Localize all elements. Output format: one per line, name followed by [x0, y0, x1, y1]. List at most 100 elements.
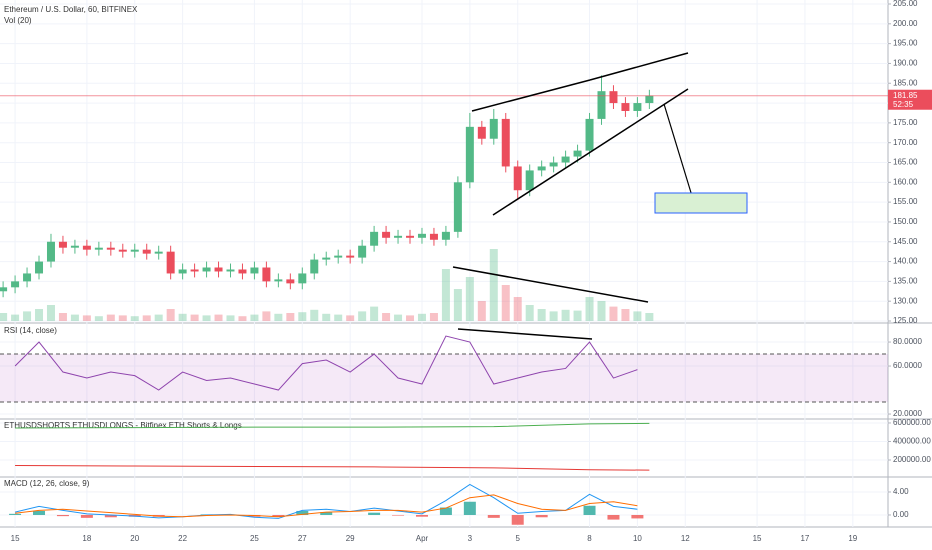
volume-bar [178, 313, 187, 321]
candle-body [585, 118, 594, 151]
countdown-label: 52:35 [893, 100, 914, 109]
volume-bar [621, 309, 630, 321]
volume-bar [477, 301, 486, 321]
volume-bar [334, 314, 343, 321]
candle-body [394, 235, 403, 238]
trend-line [471, 79, 591, 112]
x-tick-label: 20 [130, 534, 139, 543]
volume-bar [202, 315, 211, 321]
candle-body [23, 273, 32, 282]
volume-bar [11, 314, 20, 321]
candle-body [609, 91, 618, 104]
volume-bar [310, 309, 319, 321]
histogram-bar [33, 510, 46, 515]
candle-body [82, 245, 91, 250]
x-tick-label: 18 [82, 534, 91, 543]
y-tick-label: 600000.00 [893, 418, 931, 427]
volume-bar [46, 305, 55, 321]
candle-body [513, 166, 522, 191]
y-tick-label: 0.00 [893, 510, 909, 519]
y-tick-label: 205.00 [893, 0, 918, 8]
candle-body [537, 166, 546, 171]
candle-body [154, 251, 163, 254]
volume-bar [382, 313, 391, 321]
candle-body [106, 247, 115, 250]
candle-body [226, 269, 235, 272]
volume-bar [286, 313, 295, 321]
candle-body [310, 259, 319, 274]
volume-bar [166, 309, 175, 321]
volume-bar [58, 313, 67, 321]
candle-body [274, 279, 283, 282]
candle-body [417, 233, 426, 238]
volume-bar [214, 314, 223, 321]
indicator-line [15, 465, 650, 471]
candle-body [561, 156, 570, 163]
pane-title: RSI (14, close) [4, 326, 57, 335]
y-tick-label: 160.00 [893, 177, 918, 186]
volume-bar [298, 312, 307, 321]
y-tick-label: 125.00 [893, 316, 918, 325]
x-tick-label: 8 [587, 534, 592, 543]
candle-body [621, 103, 630, 111]
volume-bar [561, 309, 570, 321]
candle-body [35, 261, 44, 274]
histogram-bar [487, 514, 500, 518]
y-tick-label: 175.00 [893, 118, 918, 127]
histogram-bar [463, 501, 476, 515]
x-tick-label: 27 [298, 534, 307, 543]
y-tick-label: 140.00 [893, 257, 918, 266]
candle-body [142, 249, 151, 254]
candle-body [322, 257, 331, 260]
volume-trend-line [452, 266, 649, 303]
x-tick-label: 17 [800, 534, 809, 543]
volume-bar [130, 316, 139, 321]
volume-bar [406, 315, 415, 321]
histogram-bar [511, 514, 524, 525]
volume-bar [70, 314, 79, 321]
volume-bar [394, 314, 403, 321]
volume-bar [573, 310, 582, 321]
pane-subtitle: Vol (20) [4, 16, 32, 25]
histogram-bar [607, 514, 620, 520]
candle-body [298, 273, 307, 284]
volume-bar [501, 285, 510, 321]
candle-body [501, 118, 510, 167]
candle-body [549, 162, 558, 167]
volume-bar [322, 313, 331, 321]
histogram-bar [56, 514, 69, 517]
candle-body [286, 279, 295, 284]
y-tick-label: 195.00 [893, 39, 918, 48]
histogram-bar [631, 514, 644, 519]
y-tick-label: 185.00 [893, 78, 918, 87]
y-tick-label: 165.00 [893, 158, 918, 167]
histogram-bar [415, 514, 428, 517]
volume-bar [429, 313, 438, 321]
rsi-trend-line [457, 328, 593, 340]
volume-bar [226, 315, 235, 321]
candle-body [262, 267, 271, 282]
candle-body [645, 95, 654, 104]
indicator-line [15, 494, 638, 518]
volume-bar [489, 249, 498, 321]
price-tag [888, 89, 932, 110]
volume-bar [106, 314, 115, 321]
volume-bar [441, 269, 450, 321]
volume-bar [417, 313, 426, 321]
y-tick-label: 20.0000 [893, 409, 922, 418]
volume-bar [597, 301, 606, 321]
y-tick-label: 4.00 [893, 487, 909, 496]
volume-bar [633, 311, 642, 321]
volume-bar [190, 314, 199, 321]
histogram-bar [296, 510, 309, 515]
volume-bar [609, 306, 618, 321]
x-tick-label: 22 [178, 534, 187, 543]
volume-bar [585, 297, 594, 321]
x-tick-label: 5 [515, 534, 520, 543]
indicator-line [14, 483, 638, 519]
pane-title: MACD (12, 26, close, 9) [4, 479, 90, 488]
volume-bar [346, 315, 355, 321]
candle-body [453, 182, 462, 232]
